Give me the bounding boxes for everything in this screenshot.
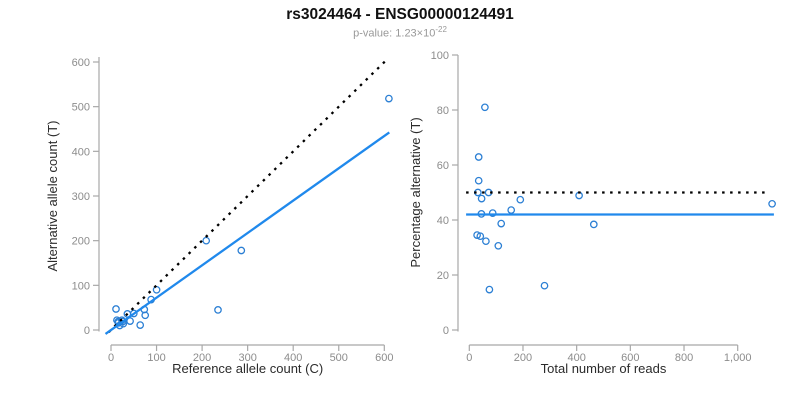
right-data-point <box>481 103 489 112</box>
right-y-tick-label: 100 <box>431 50 449 62</box>
left-data-point <box>214 306 222 314</box>
left-x-tick-label: 600 <box>375 352 393 364</box>
right-x-tick-label: 0 <box>466 352 472 364</box>
left-x-tick-label: 500 <box>330 352 348 364</box>
right-x-axis-title: Total number of reads <box>541 361 667 376</box>
right-x-tick-label: 1,000 <box>724 352 752 364</box>
left-data-point <box>112 305 120 313</box>
right-scatter-panel: 0 20 40 60 80 100 0 200 400 600 800 1,000 <box>431 50 776 364</box>
pvalue-exponent: -22 <box>435 25 447 34</box>
right-data-point <box>488 209 497 217</box>
left-data-point <box>126 317 134 325</box>
right-data-point <box>474 176 483 185</box>
right-y-tick-label: 40 <box>437 215 449 227</box>
left-y-tick-label: 500 <box>72 102 90 114</box>
left-identity-line <box>107 60 386 334</box>
left-y-tick-label: 600 <box>72 57 90 69</box>
right-y-axis-title: Percentage alternative (T) <box>408 117 423 267</box>
left-fit-line <box>104 131 390 335</box>
pvalue-text: p-value: 1.23×10 <box>353 27 436 40</box>
right-data-point <box>540 281 549 290</box>
right-data-point <box>485 285 494 294</box>
left-x-tick-label: 400 <box>284 352 302 364</box>
right-data-point <box>768 199 776 208</box>
left-x-tick-label: 0 <box>108 352 114 364</box>
left-x-axis-title: Reference allele count (C) <box>172 361 323 376</box>
right-x-tick-label: 800 <box>675 352 693 364</box>
right-x-tick-label: 600 <box>621 352 639 364</box>
left-data-point <box>152 285 161 294</box>
right-x-tick-label: 400 <box>567 352 585 364</box>
right-data-point <box>494 241 503 250</box>
left-y-tick-label: 200 <box>72 236 90 248</box>
right-data-point <box>476 232 485 241</box>
right-data-point <box>507 206 516 214</box>
right-y-tick-label: 60 <box>437 160 449 172</box>
right-data-point <box>474 153 483 161</box>
plot-subtitle: p-value: 1.23×10-22 <box>0 25 800 40</box>
left-data-point <box>237 246 246 255</box>
right-data-point <box>477 194 486 203</box>
left-y-tick-label: 100 <box>72 280 90 292</box>
left-y-tick-label: 300 <box>72 191 90 203</box>
left-x-tick-label: 100 <box>147 352 165 364</box>
left-y-tick-label: 0 <box>84 325 90 337</box>
right-data-point <box>482 237 490 246</box>
right-data-point <box>516 195 525 204</box>
right-data-point <box>497 219 506 228</box>
left-y-axis-title: Alternative allele count (T) <box>45 120 60 271</box>
left-data-point <box>141 311 150 320</box>
right-y-tick-label: 20 <box>437 270 449 282</box>
left-x-tick-label: 300 <box>238 352 256 364</box>
right-y-tick-label: 80 <box>437 105 449 117</box>
left-data-point <box>136 321 145 329</box>
left-x-tick-label: 200 <box>193 352 211 364</box>
left-data-point <box>202 236 211 245</box>
left-scatter-panel: 0 100 200 300 400 500 600 0 100 200 300 400 500 600 <box>72 57 393 364</box>
left-data-point <box>129 309 138 318</box>
left-y-tick-label: 400 <box>72 146 90 158</box>
right-y-tick-label: 0 <box>443 325 449 337</box>
plot-title: rs3024464 - ENSG00000124491 <box>286 6 514 23</box>
right-x-tick-label: 200 <box>514 352 532 364</box>
left-data-point <box>385 94 393 103</box>
right-data-point <box>589 220 598 229</box>
